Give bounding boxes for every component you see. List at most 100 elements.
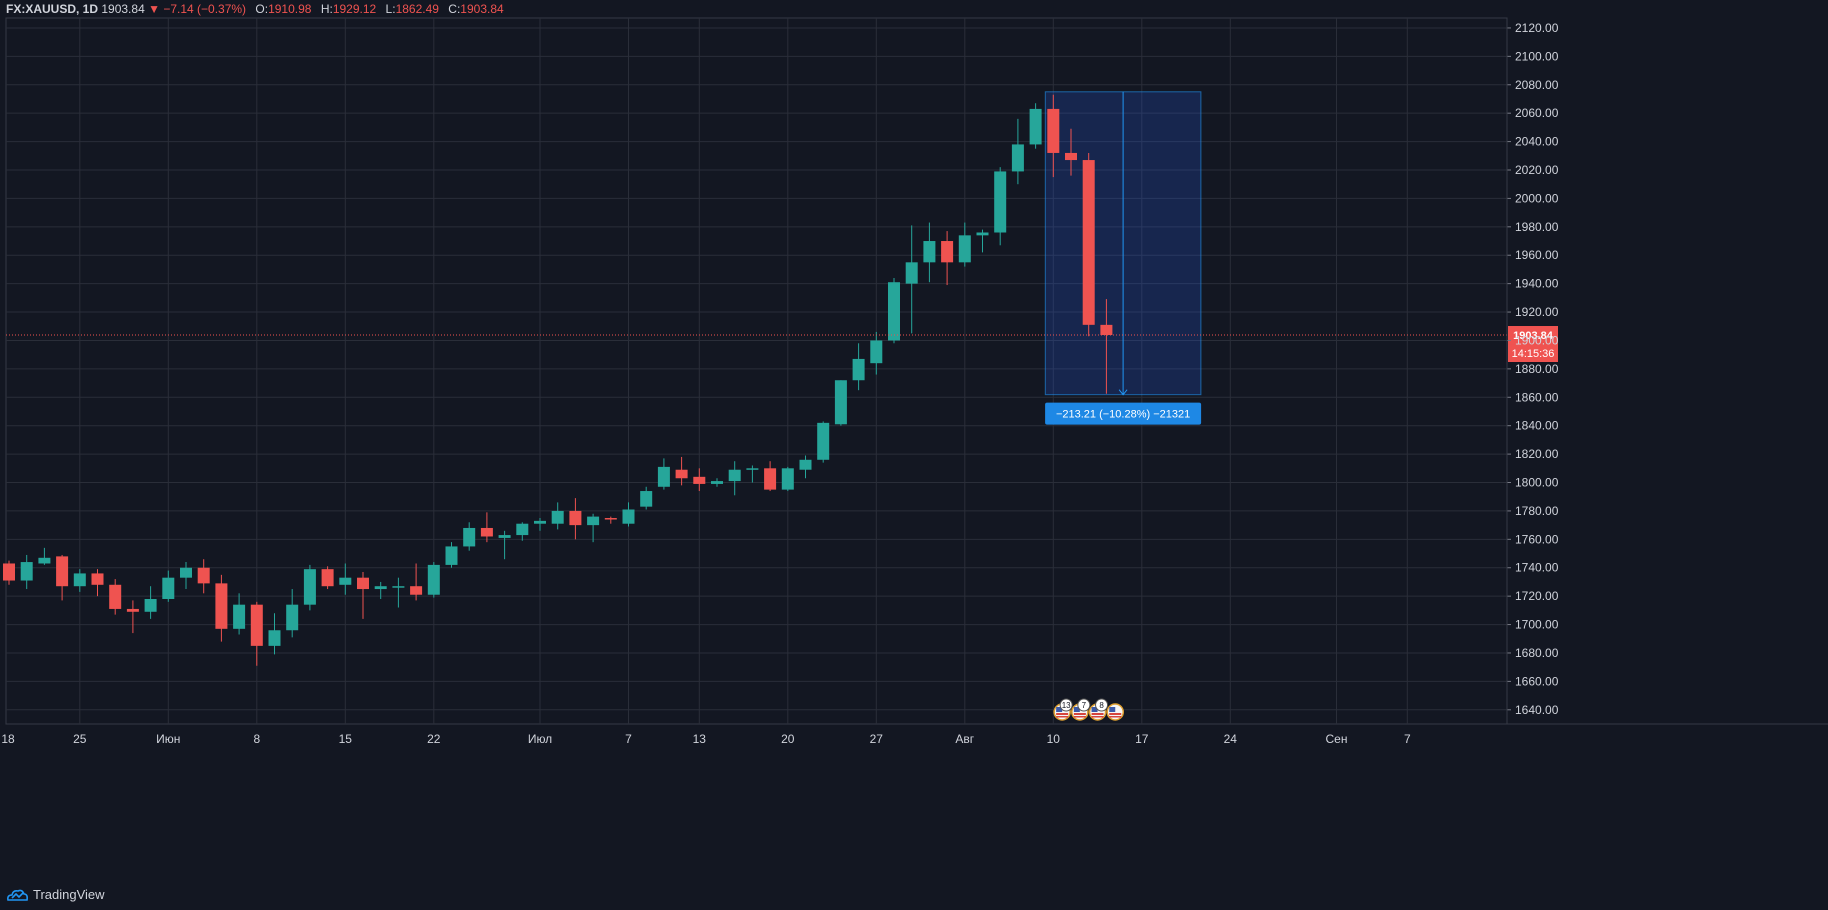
last-price: 1903.84 <box>101 2 145 16</box>
us-flag-event-icon[interactable] <box>1106 703 1124 721</box>
event-count: 8 <box>1099 701 1104 710</box>
symbol-name[interactable]: FX:XAUUSD, 1D <box>6 2 99 16</box>
candle-body <box>817 422 830 460</box>
candle-body <box>834 380 847 425</box>
candle-down <box>410 563 423 601</box>
candle-down <box>1082 152 1095 337</box>
current-price-line: 1903.84 14:15:36 <box>6 326 1558 363</box>
candle-body <box>622 509 635 524</box>
high-value: 1929.12 <box>332 2 377 16</box>
candle-body <box>480 527 493 537</box>
candle-body <box>852 358 865 381</box>
candle-down <box>357 572 369 619</box>
candle-body <box>640 491 653 507</box>
candle-body <box>569 510 582 526</box>
candle-up <box>162 570 175 602</box>
current-price-label: 1903.84 <box>1513 330 1554 342</box>
candle-body <box>38 557 51 564</box>
time-tick-label: 8 <box>253 732 260 746</box>
low-label: L: <box>385 2 396 16</box>
candle-up <box>958 222 971 267</box>
candle-down <box>109 579 122 615</box>
price-tick-label: 1900.00 <box>1515 333 1559 347</box>
candle-up <box>1011 118 1024 185</box>
candle-body <box>20 562 33 581</box>
candle-down <box>1065 128 1077 176</box>
candle-body <box>923 241 936 263</box>
candle-down <box>197 559 210 594</box>
candle-up <box>180 562 192 590</box>
candle-body <box>1047 108 1060 153</box>
time-tick-label: 10 <box>1047 732 1061 746</box>
price-tick-label: 1760.00 <box>1515 532 1559 546</box>
candle-down <box>250 601 263 666</box>
candle-body <box>764 468 777 490</box>
candle-down <box>1047 94 1060 178</box>
candle-body <box>799 459 812 470</box>
price-tick-label: 1740.00 <box>1515 561 1559 575</box>
candle-body <box>870 340 883 364</box>
time-tick-label: Июн <box>156 732 180 746</box>
event-count: 13 <box>1062 701 1071 710</box>
flag-stripe <box>1109 716 1122 718</box>
event-count-badge <box>1095 698 1109 712</box>
candle-body <box>357 577 369 590</box>
time-tick-label: Авг <box>955 732 974 746</box>
candle-body <box>303 569 316 605</box>
low-value: 1862.49 <box>395 2 439 16</box>
price-tick-label: 1880.00 <box>1515 362 1559 376</box>
candle-body <box>941 241 954 263</box>
candle-up <box>551 502 564 530</box>
candle-body <box>197 567 210 584</box>
candle-body <box>1065 152 1077 161</box>
candle-body <box>534 520 546 524</box>
candle-up <box>534 518 546 531</box>
us-flag-event-icon[interactable]: 8 <box>1088 698 1109 721</box>
candle-body <box>958 235 971 263</box>
candle-up <box>817 421 830 463</box>
candle-down <box>56 554 69 601</box>
candle-body <box>162 577 175 599</box>
candle-body <box>516 523 529 536</box>
candle-body <box>888 282 900 341</box>
event-count-badge <box>1077 698 1091 712</box>
candle-body <box>374 586 387 590</box>
candle-up <box>516 522 529 541</box>
candlestick-series <box>3 94 1113 666</box>
close-value: 1903.84 <box>460 2 504 16</box>
candle-up <box>622 502 635 527</box>
us-flag-event-icon[interactable]: 7 <box>1071 698 1091 721</box>
time-tick-label: 13 <box>693 732 707 746</box>
measure-label-bg <box>1045 402 1202 425</box>
open-value: 1910.98 <box>268 2 312 16</box>
time-tick-label: 24 <box>1224 732 1238 746</box>
time-tick-label: 22 <box>427 732 441 746</box>
candle-up <box>852 343 865 391</box>
candle-up <box>746 465 759 483</box>
flag-canton <box>1073 707 1080 712</box>
event-count: 7 <box>1082 701 1087 710</box>
candle-down <box>764 461 777 492</box>
candle-up <box>73 569 86 592</box>
time-tick-label: Июл <box>528 732 552 746</box>
brand-name: TradingView <box>33 887 105 902</box>
candle-up <box>728 461 741 496</box>
us-flag-event-icon[interactable]: 13 <box>1053 698 1073 721</box>
candle-down <box>3 560 15 585</box>
candle-up <box>233 593 246 635</box>
price-tick-label: 1860.00 <box>1515 390 1559 404</box>
candle-up <box>445 542 458 568</box>
candle-up <box>781 466 794 492</box>
flag-stripe <box>1109 713 1122 715</box>
time-tick-label: 7 <box>625 732 632 746</box>
flag-canton <box>1109 707 1116 712</box>
candle-body <box>551 510 564 524</box>
candle-down <box>1100 299 1113 394</box>
candle-up <box>427 562 440 598</box>
flag-stripe <box>1091 716 1104 718</box>
candle-body <box>1100 324 1113 336</box>
candle-up <box>286 589 299 638</box>
price-tick-label: 1780.00 <box>1515 504 1559 518</box>
tradingview-logo[interactable]: TradingView <box>6 887 105 902</box>
